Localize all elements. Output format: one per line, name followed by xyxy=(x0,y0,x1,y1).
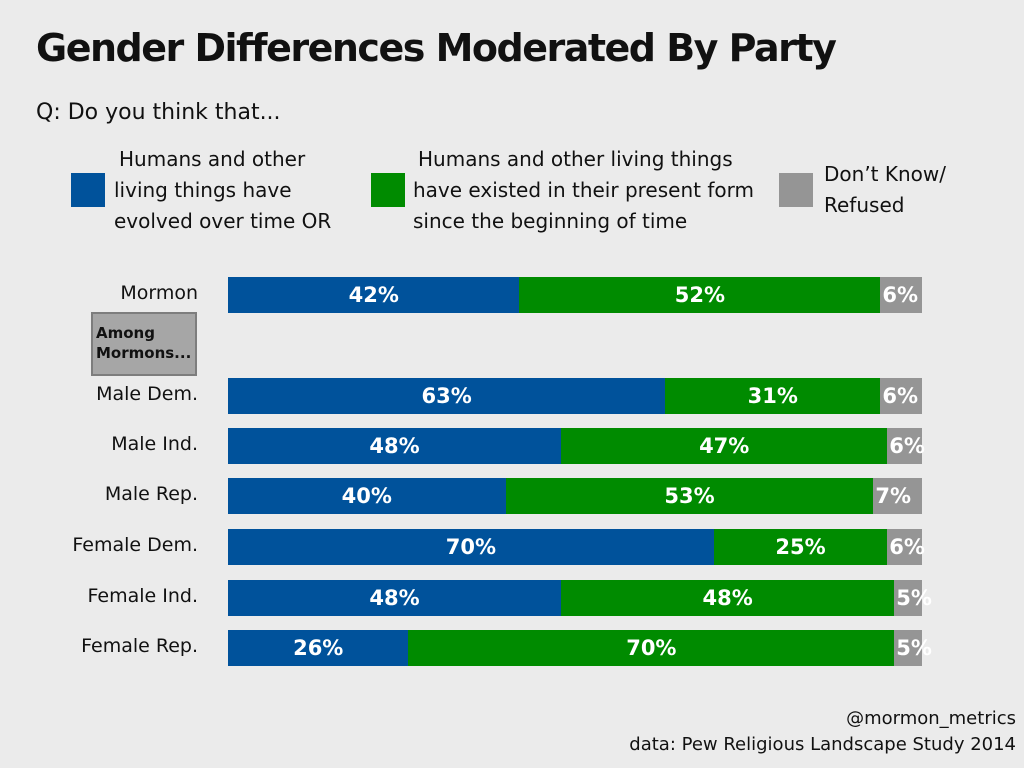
footer-handle: @mormon_metrics xyxy=(846,708,1016,729)
bar-evolved: 42% xyxy=(228,277,520,313)
bar-dont-know: 6% xyxy=(880,277,922,313)
chart-title: Gender Differences Moderated By Party xyxy=(36,26,837,70)
bar-present-form: 47% xyxy=(561,428,888,464)
legend-swatch-evolved xyxy=(71,173,105,207)
bar-present-form: 70% xyxy=(408,630,895,666)
bar-dont-know: 6% xyxy=(880,378,922,414)
group-note-box: Among Mormons... xyxy=(91,312,197,376)
bar-dont-know: 6% xyxy=(887,529,925,565)
legend-line: Humans and other xyxy=(119,147,306,171)
legend-line: since the beginning of time xyxy=(413,209,688,233)
bar-present-form: 53% xyxy=(505,478,874,514)
bar-present-form: 31% xyxy=(665,378,881,414)
bar-dont-know: 7% xyxy=(873,478,922,514)
bar-evolved: 48% xyxy=(228,428,562,464)
legend-swatch-present-form xyxy=(371,173,405,207)
category-label: Female Dem. xyxy=(72,534,198,556)
bar-dont-know: 5% xyxy=(894,630,932,666)
chart-subtitle: Q: Do you think that... xyxy=(36,100,281,125)
legend-swatch-dont-know xyxy=(779,173,813,207)
legend-label-dont-know: Don’t Know/ Refused xyxy=(824,159,946,221)
category-label: Male Ind. xyxy=(111,433,198,455)
bar-evolved: 70% xyxy=(228,529,714,565)
legend-line: Refused xyxy=(824,193,905,217)
legend-line: Humans and other living things xyxy=(418,147,733,171)
legend-line: have existed in their present form xyxy=(413,178,754,202)
bar-evolved: 40% xyxy=(228,478,506,514)
bar-dont-know: 6% xyxy=(887,428,925,464)
bar-dont-know: 5% xyxy=(894,580,932,616)
bar-evolved: 26% xyxy=(228,630,409,666)
bar-present-form: 52% xyxy=(519,277,881,313)
bar-present-form: 48% xyxy=(561,580,895,616)
category-label: Male Dem. xyxy=(96,383,198,405)
footer-source: data: Pew Religious Landscape Study 2014 xyxy=(629,734,1016,755)
category-label: Male Rep. xyxy=(104,483,198,505)
legend-label-evolved: Humans and other living things have evol… xyxy=(114,144,331,237)
legend-line: evolved over time OR xyxy=(114,209,332,233)
category-label: Female Rep. xyxy=(81,635,198,657)
category-label: Female Ind. xyxy=(87,585,198,607)
bar-present-form: 25% xyxy=(713,529,888,565)
category-label: Mormon xyxy=(120,282,198,304)
legend-line: Don’t Know/ xyxy=(824,162,946,186)
legend-line: living things have xyxy=(114,178,292,202)
bar-evolved: 48% xyxy=(228,580,562,616)
bar-evolved: 63% xyxy=(228,378,666,414)
legend-label-present-form: Humans and other living things have exis… xyxy=(413,144,754,237)
